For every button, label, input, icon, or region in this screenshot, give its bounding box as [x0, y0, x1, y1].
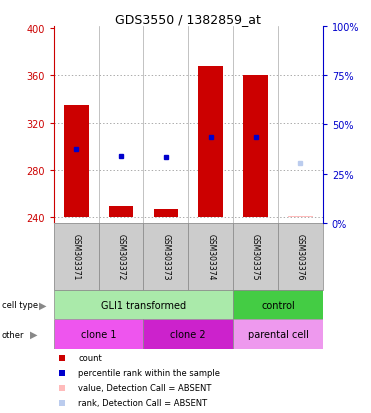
Bar	[188, 223, 233, 290]
Text: GSM303371: GSM303371	[72, 234, 81, 280]
Bar	[54, 223, 99, 290]
Text: control: control	[261, 300, 295, 310]
Text: GSM303375: GSM303375	[251, 234, 260, 280]
Text: rank, Detection Call = ABSENT: rank, Detection Call = ABSENT	[78, 399, 207, 407]
Bar	[64, 106, 89, 218]
Bar	[54, 290, 233, 320]
Bar	[233, 320, 323, 349]
Bar	[109, 207, 133, 218]
Bar	[278, 223, 323, 290]
Bar	[144, 320, 233, 349]
Bar	[233, 223, 278, 290]
Text: GSM303372: GSM303372	[116, 234, 125, 280]
Text: clone 1: clone 1	[81, 330, 116, 339]
Text: ▶: ▶	[39, 300, 46, 310]
Text: GSM303376: GSM303376	[296, 234, 305, 280]
Text: value, Detection Call = ABSENT: value, Detection Call = ABSENT	[78, 384, 211, 392]
Bar	[243, 76, 268, 218]
Text: percentile rank within the sample: percentile rank within the sample	[78, 368, 220, 377]
Text: GSM303373: GSM303373	[161, 234, 170, 280]
Bar	[288, 216, 313, 218]
Text: clone 2: clone 2	[170, 330, 206, 339]
Text: GSM303374: GSM303374	[206, 234, 215, 280]
Bar	[99, 223, 144, 290]
Text: ▶: ▶	[30, 330, 38, 339]
Text: GLI1 transformed: GLI1 transformed	[101, 300, 186, 310]
Text: other: other	[2, 330, 24, 339]
Bar	[233, 290, 323, 320]
Text: parental cell: parental cell	[247, 330, 308, 339]
Bar	[198, 67, 223, 218]
Bar	[54, 320, 144, 349]
Text: count: count	[78, 354, 102, 363]
Title: GDS3550 / 1382859_at: GDS3550 / 1382859_at	[115, 13, 261, 26]
Bar	[144, 223, 188, 290]
Bar	[154, 209, 178, 218]
Text: cell type: cell type	[2, 300, 38, 309]
